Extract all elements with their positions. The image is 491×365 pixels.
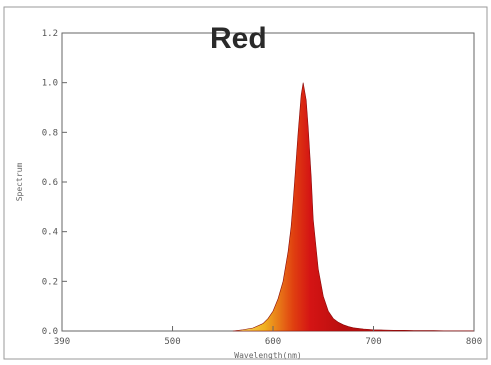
spectrum-area: [232, 82, 475, 332]
y-axis-label: Spectrum: [15, 163, 24, 202]
y-tick-label: 0.4: [42, 228, 58, 238]
chart-title: Red: [210, 22, 267, 55]
outer-frame: [3, 6, 488, 360]
x-tick-label: 700: [365, 337, 381, 347]
y-tick-label: 0.2: [42, 277, 58, 287]
x-tick-label: 800: [466, 337, 482, 347]
y-axis-ticks: 0.0 0.2 0.4 0.6 0.8 1.0 1.2: [42, 29, 67, 337]
y-tick-label: 1.0: [42, 79, 58, 89]
x-axis-ticks: 390 500 600 700 800: [54, 326, 482, 347]
x-axis-label: Wavelength(nm): [234, 351, 301, 360]
y-tick-label: 0.8: [42, 128, 58, 138]
x-tick-label: 500: [164, 337, 180, 347]
plot-frame: [61, 32, 475, 332]
y-tick-label: 0.0: [42, 327, 58, 337]
y-tick-label: 0.6: [42, 178, 58, 188]
y-tick-label: 1.2: [42, 29, 58, 39]
x-tick-label: 390: [54, 337, 70, 347]
x-tick-label: 600: [265, 337, 281, 347]
